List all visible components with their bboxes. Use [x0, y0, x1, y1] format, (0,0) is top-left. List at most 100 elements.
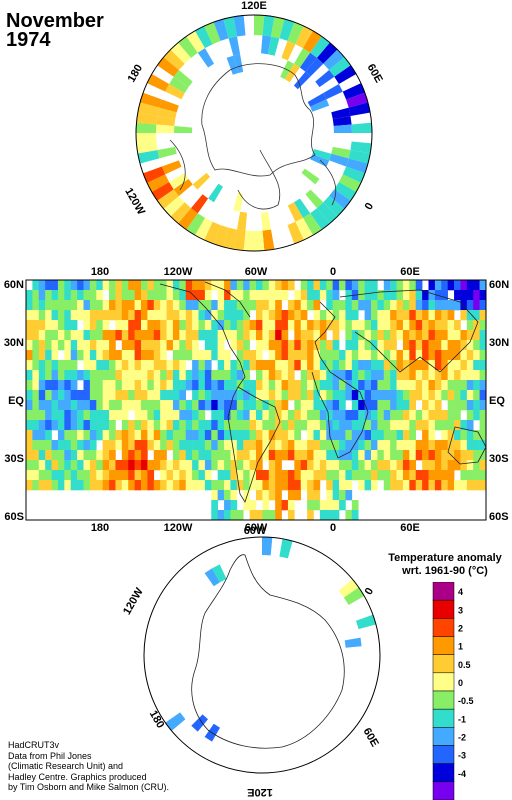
anomaly-cell [134, 470, 142, 481]
anomaly-cell [32, 330, 40, 341]
anomaly-cell [185, 380, 193, 391]
anomaly-cell [77, 420, 84, 431]
anomaly-cell [211, 440, 218, 451]
anomaly-cell [166, 280, 174, 291]
anomaly-cell [441, 480, 448, 491]
anomaly-cell [313, 290, 321, 301]
anomaly-cell [281, 380, 289, 391]
anomaly-cell [319, 350, 327, 361]
anomaly-cell [339, 480, 346, 491]
anomaly-cell [460, 400, 468, 411]
anomaly-cell [192, 430, 199, 441]
anomaly-cell [313, 310, 321, 321]
anomaly-cell [326, 410, 333, 421]
anomaly-cell [287, 380, 295, 391]
anomaly-cell [249, 380, 257, 391]
anomaly-cell [102, 410, 110, 421]
anomaly-cell [166, 300, 174, 311]
anomaly-cell [179, 350, 187, 361]
lon-labels-top: 180 120W 60W 0 60E [91, 266, 420, 278]
anomaly-cell [371, 300, 378, 311]
anomaly-cell [128, 440, 135, 451]
anomaly-cell [415, 450, 423, 461]
anomaly-cell [473, 440, 480, 451]
anomaly-cell [422, 380, 429, 391]
anomaly-cell [319, 290, 327, 301]
anomaly-cell [281, 310, 289, 321]
polar-anomaly-cell [351, 122, 372, 133]
anomaly-cell [217, 470, 225, 481]
polar-anomaly-cell [262, 15, 275, 37]
anomaly-cell [70, 350, 78, 361]
map-title: November 1974 [6, 11, 104, 50]
anomaly-cell [243, 380, 250, 391]
anomaly-cell [224, 440, 231, 451]
anomaly-cell [115, 280, 123, 291]
anomaly-cell [89, 390, 97, 401]
anomaly-cell [153, 280, 161, 291]
anomaly-cell [441, 300, 448, 311]
anomaly-cell [307, 400, 314, 411]
anomaly-cell [96, 300, 103, 311]
anomaly-cell [45, 390, 52, 401]
anomaly-cell [313, 280, 321, 291]
anomaly-cell [89, 330, 97, 341]
lon-labels-bottom: 180 120W 60W 0 60E [91, 522, 420, 532]
legend-swatch [432, 654, 455, 674]
anomaly-cell [179, 470, 187, 481]
anomaly-cell [26, 320, 33, 331]
anomaly-cell [294, 350, 302, 361]
polar-anomaly-cell [254, 230, 265, 251]
anomaly-cell [262, 380, 270, 391]
anomaly-cell [256, 380, 263, 391]
anomaly-cell [447, 420, 455, 431]
anomaly-cell [294, 450, 302, 461]
anomaly-cell [390, 380, 397, 391]
anomaly-cell [64, 310, 72, 321]
anomaly-cell [275, 430, 282, 441]
anomaly-cell [383, 430, 391, 441]
anomaly-cell [434, 370, 442, 381]
anomaly-cell [326, 490, 333, 501]
anomaly-cell [211, 340, 218, 351]
polar-anomaly-cell [261, 35, 271, 55]
anomaly-cell [153, 420, 161, 431]
anomaly-cell [281, 290, 289, 301]
anomaly-cell [236, 440, 244, 451]
anomaly-cell [364, 370, 372, 381]
anomaly-cell [64, 340, 72, 351]
anomaly-cell [434, 480, 442, 491]
anomaly-cell [147, 320, 155, 331]
anomaly-cell [45, 400, 52, 411]
anomaly-cell [345, 510, 353, 521]
anomaly-cell [57, 460, 65, 471]
np-label-left: 180 [126, 63, 146, 85]
anomaly-cell [230, 380, 238, 391]
anomaly-cell [204, 450, 212, 461]
anomaly-cell [96, 430, 103, 441]
anomaly-cell [294, 430, 302, 441]
anomaly-cell [230, 290, 238, 301]
anomaly-cell [479, 360, 487, 371]
anomaly-cell [473, 480, 480, 491]
anomaly-cell [256, 350, 263, 361]
anomaly-cell [121, 300, 129, 311]
polar-anomaly-cell [233, 192, 244, 212]
anomaly-cell [185, 300, 193, 311]
lon-label-0-top: 0 [330, 266, 336, 278]
anomaly-cell [428, 280, 436, 291]
polar-anomaly-cell [301, 168, 320, 185]
anomaly-cell [319, 310, 327, 321]
anomaly-cell [256, 390, 263, 401]
anomaly-cell [83, 390, 91, 401]
anomaly-cell [319, 510, 327, 521]
anomaly-cell [473, 340, 480, 351]
anomaly-cell [402, 320, 410, 331]
polar-anomaly-cell [267, 36, 280, 56]
anomaly-cell [287, 430, 295, 441]
anomaly-cell [198, 320, 206, 331]
anomaly-cell [422, 410, 429, 421]
anomaly-cell [249, 350, 257, 361]
anomaly-cell [236, 400, 244, 411]
anomaly-cell [172, 290, 180, 301]
